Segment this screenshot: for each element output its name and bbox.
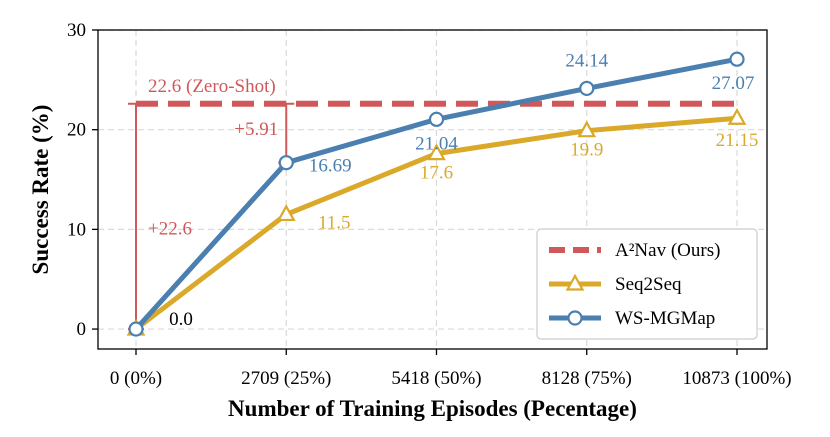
data-label: 0.0 [169, 309, 193, 330]
legend-marker [567, 310, 583, 326]
annotation-label: +22.6 [148, 218, 192, 239]
reference-line-group: 22.6 (Zero-Shot) [136, 76, 737, 107]
y-tick-label: 30 [67, 20, 86, 41]
x-tick-label: 0 (0%) [110, 368, 162, 389]
data-label: 19.9 [570, 140, 603, 161]
improvement-annotations: +22.6 +5.91 [128, 102, 295, 331]
y-tick-label: 10 [67, 219, 86, 240]
data-label: 27.07 [712, 73, 755, 94]
data-point [427, 143, 446, 161]
legend: A²Nav (Ours) Seq2Seq WS-MGMap [536, 228, 758, 340]
data-point [727, 107, 747, 125]
y-axis-title: Success Rate (%) [28, 105, 53, 275]
data-label: 16.69 [309, 156, 352, 177]
data-point [276, 204, 296, 222]
data-point [577, 120, 597, 138]
plot-frame [97, 29, 768, 350]
legend-label: Seq2Seq [615, 274, 682, 295]
data-label: 17.6 [420, 163, 453, 184]
annotation-label: +5.91 [234, 119, 278, 140]
data-point [579, 80, 595, 97]
x-axis-title: Number of Training Episodes (Pecentage) [228, 396, 637, 421]
data-labels: 11.5 17.6 19.9 21.15 0.0 16.69 21.04 24.14 27.07 [169, 50, 758, 330]
data-label: 21.15 [716, 130, 759, 151]
data-point [278, 155, 294, 171]
data-point [428, 111, 445, 127]
y-tick-label: 20 [67, 120, 86, 141]
legend-label: A²Nav (Ours) [615, 240, 720, 261]
x-tick-label: 10873 (100%) [682, 368, 791, 389]
data-label: 24.14 [565, 50, 608, 71]
data-point [729, 51, 745, 67]
legend-label: WS-MGMap [615, 308, 715, 329]
data-label: 21.04 [415, 133, 458, 154]
x-tick-label: 2709 (25%) [241, 368, 331, 389]
y-tick-label: 0 [77, 319, 87, 340]
legend-marker [565, 273, 585, 291]
legend-box [536, 228, 758, 340]
x-tick-label: 8128 (75%) [542, 368, 632, 389]
series-lines [126, 51, 747, 337]
axis-ticks: 0 10 20 30 0 (0%) 2709 (25%) 5418 (50%) 8128 (7… [67, 20, 792, 389]
x-tick-label: 5418 (50%) [391, 368, 481, 389]
reference-line-label: 22.6 (Zero-Shot) [148, 76, 276, 97]
data-label: 11.5 [318, 212, 351, 233]
data-point [128, 321, 144, 337]
